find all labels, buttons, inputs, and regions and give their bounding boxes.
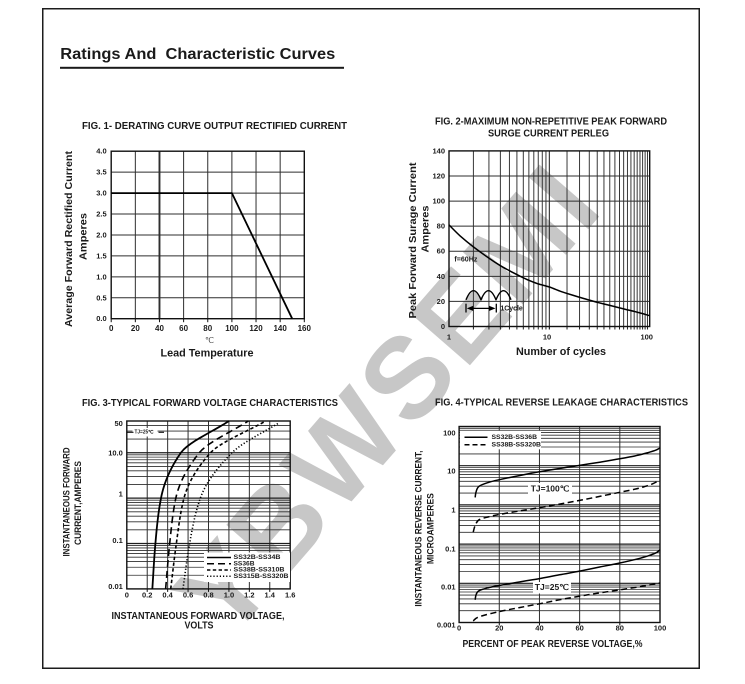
svg-text:Peak Forward Surage Current: Peak Forward Surage Current — [408, 162, 419, 319]
svg-text:SS36B: SS36B — [234, 560, 255, 567]
svg-text:SS32B-SS36B: SS32B-SS36B — [492, 434, 538, 441]
svg-text:INSTANTANEOUS REVERSE CURRENT,: INSTANTANEOUS REVERSE CURRENT, — [414, 451, 424, 607]
svg-text:60: 60 — [575, 623, 583, 632]
svg-text:4.0: 4.0 — [96, 147, 106, 156]
svg-text:2.0: 2.0 — [96, 230, 106, 239]
svg-text:0.01: 0.01 — [441, 583, 456, 592]
svg-text:100: 100 — [432, 197, 445, 206]
svg-text:40: 40 — [437, 272, 445, 281]
svg-text:0.5: 0.5 — [96, 293, 106, 302]
svg-text:Lead Temperature: Lead Temperature — [161, 348, 254, 360]
svg-text:Average Forward Rectified Curr: Average Forward Rectified Current — [64, 150, 75, 327]
svg-text:60: 60 — [179, 324, 188, 333]
svg-text:MICROAMPERES: MICROAMPERES — [426, 493, 436, 564]
svg-text:0: 0 — [109, 324, 114, 333]
svg-text:20: 20 — [495, 623, 503, 632]
svg-text:1.6: 1.6 — [285, 590, 295, 599]
svg-text:Ratings And Characteristic Cu: Ratings And Characteristic Curves — [60, 46, 335, 63]
svg-text:160: 160 — [298, 324, 312, 333]
svg-text:10.0: 10.0 — [108, 449, 123, 458]
svg-text:INSTANTANEOUS FORWARD VOLTAGE,: INSTANTANEOUS FORWARD VOLTAGE, — [112, 610, 285, 622]
svg-text:TJ=100℃: TJ=100℃ — [531, 484, 570, 493]
svg-text:INSTANTANEOUS FORWARD: INSTANTANEOUS FORWARD — [61, 447, 71, 556]
svg-text:FIG. 4-TYPICAL REVERSE LEAKAGE: FIG. 4-TYPICAL REVERSE LEAKAGE CHARACTER… — [435, 397, 688, 409]
svg-text:VOLTS: VOLTS — [185, 620, 214, 632]
svg-text:0.1: 0.1 — [445, 545, 455, 554]
svg-text:0.6: 0.6 — [183, 590, 193, 599]
svg-text:140: 140 — [432, 146, 445, 155]
svg-text:20: 20 — [131, 324, 140, 333]
svg-text:1.0: 1.0 — [96, 272, 106, 281]
svg-text:FIG. 3-TYPICAL FORWARD VOLTAGE: FIG. 3-TYPICAL FORWARD VOLTAGE CHARACTER… — [82, 397, 338, 409]
svg-text:20: 20 — [437, 297, 445, 306]
svg-text:FIG. 1- DERATING CURVE OUTPUT: FIG. 1- DERATING CURVE OUTPUT RECTIFIED … — [82, 120, 348, 132]
svg-text:0.001: 0.001 — [437, 621, 456, 630]
svg-text:1.5: 1.5 — [96, 251, 106, 260]
svg-text:TJ=25℃: TJ=25℃ — [135, 428, 154, 435]
svg-text:0: 0 — [457, 623, 461, 632]
svg-text:80: 80 — [203, 324, 212, 333]
svg-text:10: 10 — [543, 332, 551, 341]
svg-text:3.0: 3.0 — [96, 189, 106, 198]
svg-text:1.2: 1.2 — [244, 590, 254, 599]
svg-text:Amperes: Amperes — [79, 213, 90, 260]
svg-text:100: 100 — [443, 429, 456, 438]
svg-text:0.0: 0.0 — [96, 314, 106, 323]
svg-text:1.0: 1.0 — [224, 590, 234, 599]
svg-text:0.1: 0.1 — [112, 536, 122, 545]
svg-text:0.01: 0.01 — [108, 582, 123, 591]
svg-text:10: 10 — [447, 467, 455, 476]
svg-text:1Cycle: 1Cycle — [500, 305, 523, 312]
svg-text:SS32B-SS34B: SS32B-SS34B — [234, 554, 281, 561]
svg-text:1: 1 — [451, 506, 455, 515]
svg-text:40: 40 — [155, 324, 164, 333]
svg-text:CURRENT,AMPERES: CURRENT,AMPERES — [73, 461, 83, 545]
svg-text:100: 100 — [640, 332, 653, 341]
svg-text:Number of cycles: Number of cycles — [516, 346, 606, 358]
svg-text:0.8: 0.8 — [203, 590, 213, 599]
svg-text:FIG. 2-MAXIMUM NON-REPETITIVE: FIG. 2-MAXIMUM NON-REPETITIVE PEAK FORWA… — [435, 116, 667, 128]
svg-text:120: 120 — [249, 324, 263, 333]
svg-text:80: 80 — [616, 623, 624, 632]
svg-text:0.4: 0.4 — [162, 590, 173, 599]
svg-text:100: 100 — [225, 324, 239, 333]
svg-text:2.5: 2.5 — [96, 210, 106, 219]
svg-text:0: 0 — [125, 590, 129, 599]
svg-text:0: 0 — [441, 322, 445, 331]
svg-text:0.2: 0.2 — [142, 590, 152, 599]
svg-text:1: 1 — [447, 332, 451, 341]
svg-text:50: 50 — [114, 419, 122, 428]
svg-text:SS38B-SS310B: SS38B-SS310B — [234, 567, 285, 574]
svg-text:SS38B-SS320B: SS38B-SS320B — [492, 441, 542, 448]
svg-text:140: 140 — [273, 324, 287, 333]
svg-text:1: 1 — [119, 490, 123, 499]
svg-text:TJ=25℃: TJ=25℃ — [535, 583, 569, 592]
svg-text:SS315B-SS320B: SS315B-SS320B — [234, 573, 289, 580]
svg-text:100: 100 — [654, 623, 667, 632]
svg-text:60: 60 — [437, 247, 445, 256]
svg-text:℃: ℃ — [205, 336, 214, 345]
svg-text:SURGE CURRENT PERLEG: SURGE CURRENT PERLEG — [488, 128, 609, 140]
svg-text:1.4: 1.4 — [265, 590, 276, 599]
svg-text:120: 120 — [432, 171, 445, 180]
svg-text:80: 80 — [437, 222, 445, 231]
svg-text:3.5: 3.5 — [96, 168, 106, 177]
svg-text:Amperes: Amperes — [421, 205, 432, 252]
svg-text:PERCENT OF PEAK REVERSE VOLTAG: PERCENT OF PEAK REVERSE VOLTAGE,% — [463, 638, 644, 650]
svg-text:40: 40 — [535, 623, 543, 632]
svg-text:f=60Hz: f=60Hz — [454, 257, 477, 264]
